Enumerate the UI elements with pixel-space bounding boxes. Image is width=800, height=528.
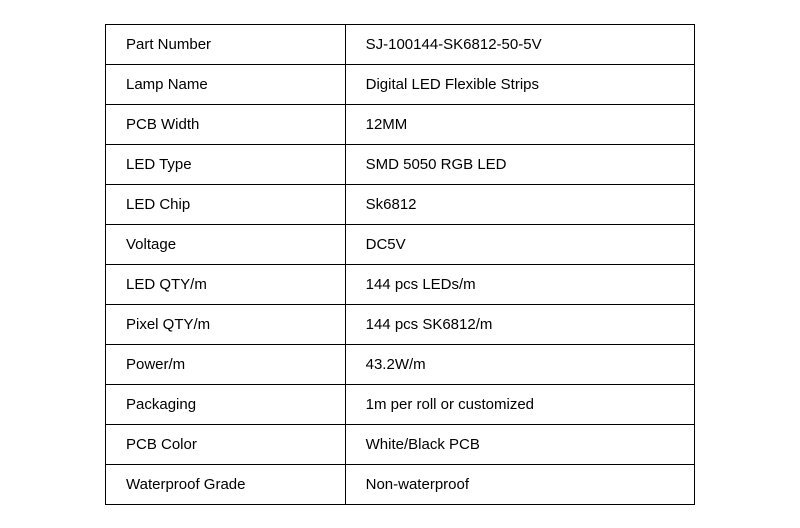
spec-label: LED QTY/m xyxy=(106,264,346,304)
spec-value: SMD 5050 RGB LED xyxy=(345,144,694,184)
spec-label: Lamp Name xyxy=(106,64,346,104)
spec-table: Part Number SJ-100144-SK6812-50-5V Lamp … xyxy=(105,24,695,505)
spec-label: Packaging xyxy=(106,384,346,424)
spec-value: White/Black PCB xyxy=(345,424,694,464)
spec-value: Sk6812 xyxy=(345,184,694,224)
table-row: PCB Width 12MM xyxy=(106,104,695,144)
spec-value: Non-waterproof xyxy=(345,464,694,504)
spec-value: DC5V xyxy=(345,224,694,264)
table-row: Packaging 1m per roll or customized xyxy=(106,384,695,424)
table-row: Voltage DC5V xyxy=(106,224,695,264)
spec-value: 12MM xyxy=(345,104,694,144)
table-row: Part Number SJ-100144-SK6812-50-5V xyxy=(106,24,695,64)
spec-label: Power/m xyxy=(106,344,346,384)
spec-value: 144 pcs LEDs/m xyxy=(345,264,694,304)
table-row: LED QTY/m 144 pcs LEDs/m xyxy=(106,264,695,304)
spec-label: Pixel QTY/m xyxy=(106,304,346,344)
table-row: Waterproof Grade Non-waterproof xyxy=(106,464,695,504)
spec-value: 1m per roll or customized xyxy=(345,384,694,424)
spec-label: Part Number xyxy=(106,24,346,64)
spec-label: Voltage xyxy=(106,224,346,264)
spec-label: LED Type xyxy=(106,144,346,184)
spec-value: 144 pcs SK6812/m xyxy=(345,304,694,344)
table-row: PCB Color White/Black PCB xyxy=(106,424,695,464)
spec-value: SJ-100144-SK6812-50-5V xyxy=(345,24,694,64)
spec-value: Digital LED Flexible Strips xyxy=(345,64,694,104)
spec-value: 43.2W/m xyxy=(345,344,694,384)
table-row: LED Type SMD 5050 RGB LED xyxy=(106,144,695,184)
table-row: Lamp Name Digital LED Flexible Strips xyxy=(106,64,695,104)
spec-label: PCB Width xyxy=(106,104,346,144)
table-row: Power/m 43.2W/m xyxy=(106,344,695,384)
spec-label: LED Chip xyxy=(106,184,346,224)
spec-label: PCB Color xyxy=(106,424,346,464)
table-row: LED Chip Sk6812 xyxy=(106,184,695,224)
spec-label: Waterproof Grade xyxy=(106,464,346,504)
table-row: Pixel QTY/m 144 pcs SK6812/m xyxy=(106,304,695,344)
spec-table-body: Part Number SJ-100144-SK6812-50-5V Lamp … xyxy=(106,24,695,504)
